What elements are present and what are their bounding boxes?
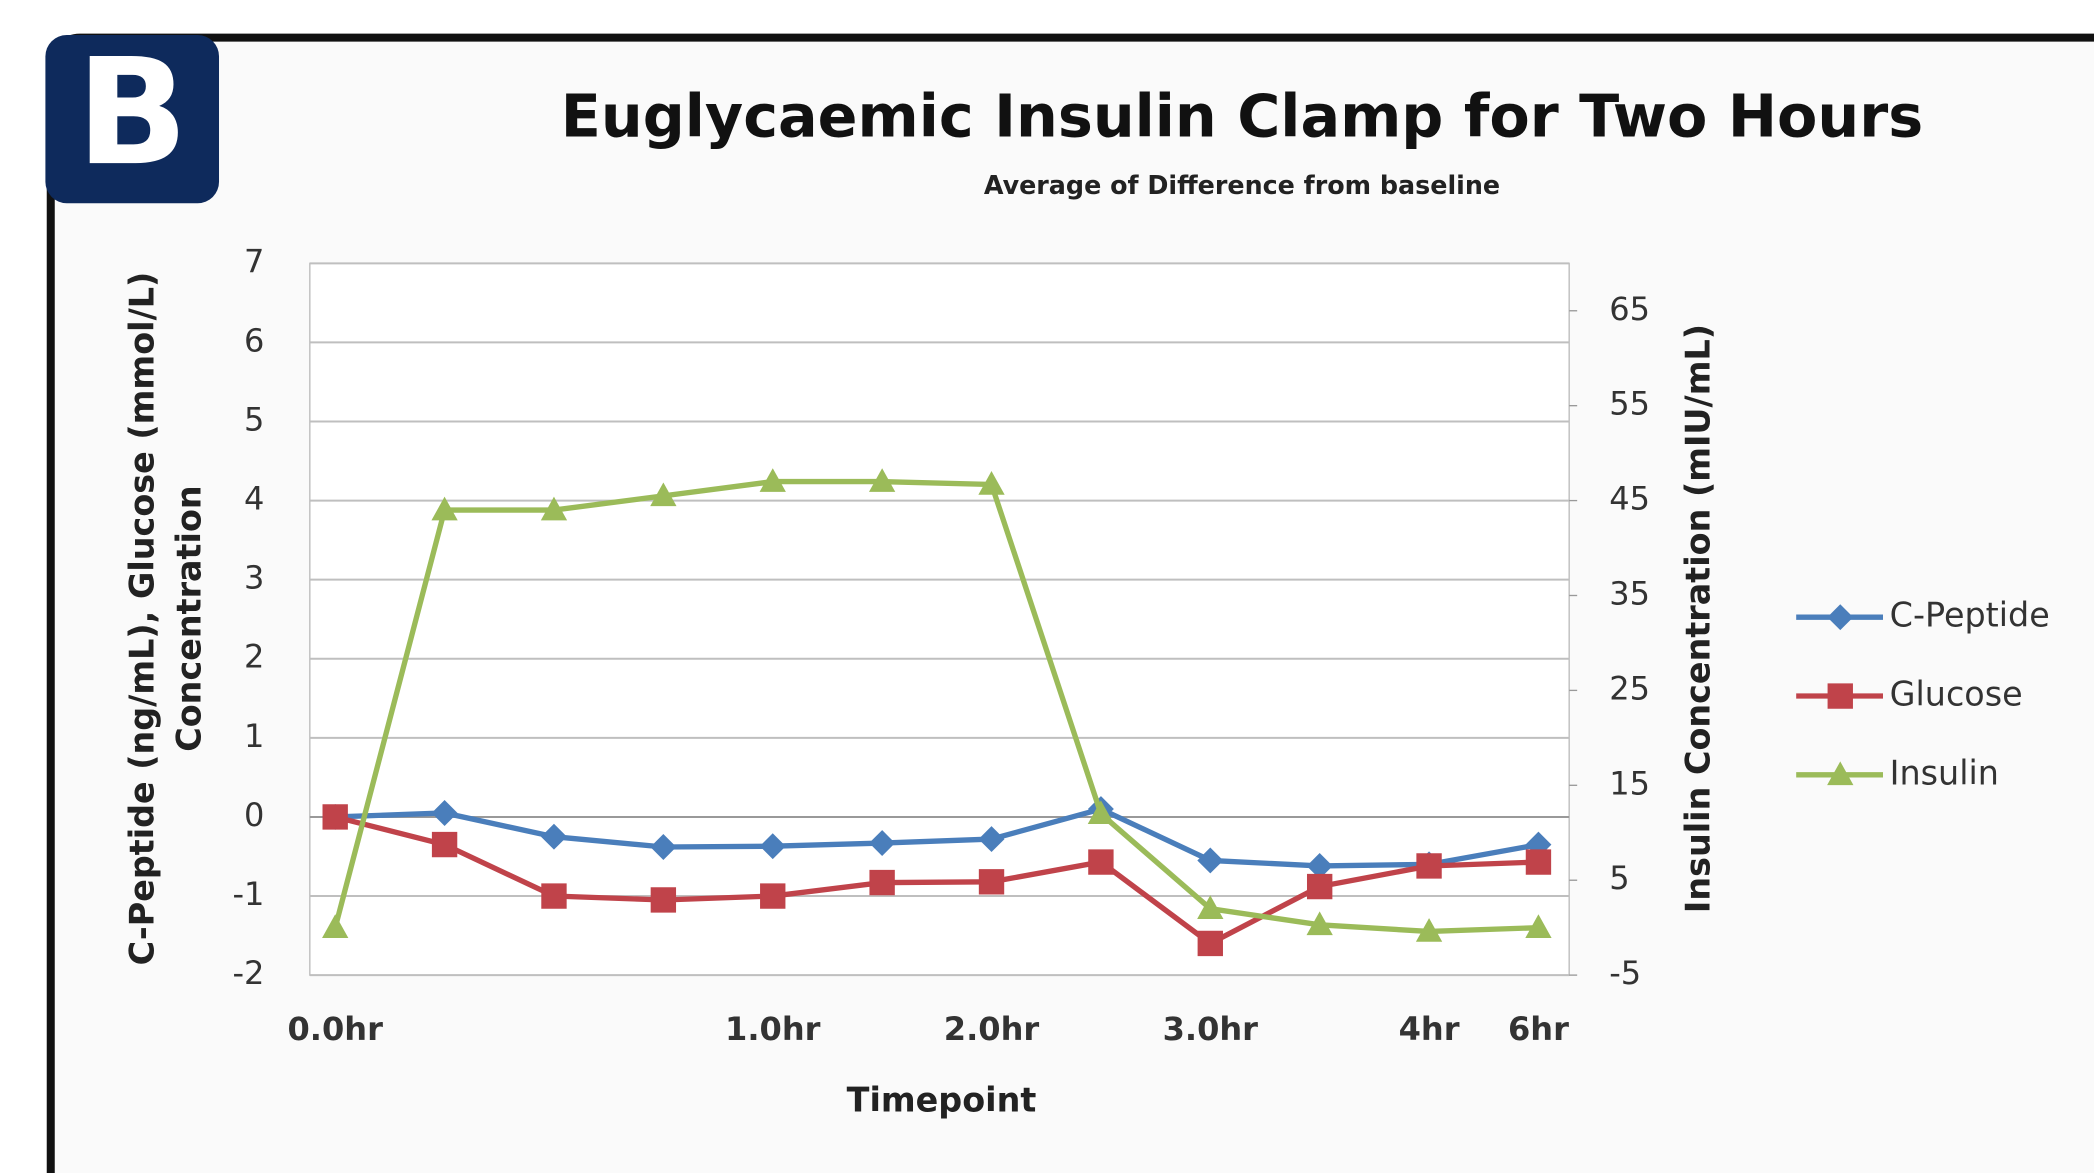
data-point bbox=[541, 883, 567, 909]
x-tick-label: 4hr bbox=[1399, 1010, 1460, 1048]
data-point bbox=[978, 471, 1005, 495]
y-axis-title: Concentration bbox=[169, 485, 208, 751]
legend-marker bbox=[1827, 761, 1854, 786]
data-point bbox=[322, 804, 348, 830]
y2-tick-label: 25 bbox=[1609, 669, 1650, 707]
series-line bbox=[335, 806, 1539, 869]
y-tick-label: 4 bbox=[244, 480, 264, 518]
y-tick-label: 1 bbox=[244, 717, 264, 755]
data-point bbox=[650, 482, 677, 507]
data-point bbox=[1525, 849, 1552, 875]
series-line bbox=[332, 478, 1539, 935]
data-point bbox=[869, 869, 895, 896]
x-tick-label: 6hr bbox=[1508, 1010, 1569, 1048]
y-tick-label: 7 bbox=[244, 242, 264, 280]
badge: B bbox=[76, 27, 188, 198]
data-point bbox=[1415, 918, 1443, 942]
data-point bbox=[1197, 895, 1224, 919]
data-point bbox=[868, 468, 896, 492]
y-tick-label: 2 bbox=[244, 638, 264, 676]
x-axis-title: Timepoint bbox=[847, 1080, 1037, 1119]
data-point bbox=[322, 914, 349, 938]
y-tick-label: 6 bbox=[244, 321, 264, 359]
y2-tick-label: 15 bbox=[1609, 764, 1650, 802]
data-point bbox=[431, 496, 458, 521]
data-point bbox=[650, 887, 677, 913]
legend-marker bbox=[1827, 683, 1853, 709]
legend-label: C-Peptide bbox=[1890, 596, 2050, 635]
legend-label: Glucose bbox=[1890, 675, 2023, 714]
y2-axis-title: Insulin Concentration (mIU/mL) bbox=[1679, 324, 1718, 913]
data-point bbox=[650, 834, 677, 860]
data-point bbox=[1306, 911, 1333, 936]
data-point bbox=[1088, 849, 1114, 875]
data-point bbox=[1087, 800, 1115, 825]
y-tick-label: 5 bbox=[244, 400, 264, 438]
y2-tick-label: 35 bbox=[1609, 574, 1650, 612]
y-tick-label: 0 bbox=[244, 796, 264, 834]
data-point bbox=[1416, 853, 1442, 879]
data-point bbox=[541, 823, 567, 850]
y2-tick-label: 5 bbox=[1609, 859, 1629, 897]
data-point bbox=[431, 831, 458, 858]
data-point bbox=[1306, 873, 1333, 900]
chart-subtitle: Average of Difference from baseline bbox=[984, 170, 1500, 200]
data-point bbox=[760, 883, 786, 909]
x-tick-label: 0.0hr bbox=[288, 1010, 384, 1048]
data-point bbox=[540, 496, 568, 521]
badge-box bbox=[45, 34, 220, 204]
plot-area bbox=[309, 262, 1570, 976]
y2-tick-label: -5 bbox=[1609, 954, 1641, 992]
y-axis-title: C-Peptide (ng/mL), Glucose (mmol/L) bbox=[123, 272, 162, 966]
y-tick-label: -1 bbox=[232, 875, 264, 913]
y2-tick-label: 65 bbox=[1609, 290, 1650, 328]
data-point bbox=[759, 468, 786, 492]
data-point bbox=[978, 869, 1005, 895]
x-tick-label: 2.0hr bbox=[944, 1010, 1040, 1048]
legend-label: Insulin bbox=[1890, 753, 1999, 792]
x-tick-label: 3.0hr bbox=[1163, 1010, 1259, 1048]
y2-tick-label: 55 bbox=[1609, 385, 1650, 423]
y-tick-label: 3 bbox=[244, 559, 264, 597]
data-point bbox=[869, 830, 896, 857]
chart-title: Euglycaemic Insulin Clamp for Two Hours bbox=[561, 82, 1923, 151]
series-line bbox=[334, 814, 1539, 947]
data-point bbox=[759, 833, 786, 860]
x-tick-label: 1.0hr bbox=[725, 1010, 821, 1048]
y-tick-label: -2 bbox=[232, 954, 264, 992]
data-point bbox=[1525, 914, 1552, 938]
data-point bbox=[1197, 930, 1223, 957]
data-point bbox=[1197, 847, 1224, 874]
legend-marker bbox=[1827, 604, 1854, 631]
y2-tick-label: 45 bbox=[1609, 480, 1650, 518]
data-point bbox=[978, 826, 1005, 853]
data-point bbox=[431, 800, 458, 826]
